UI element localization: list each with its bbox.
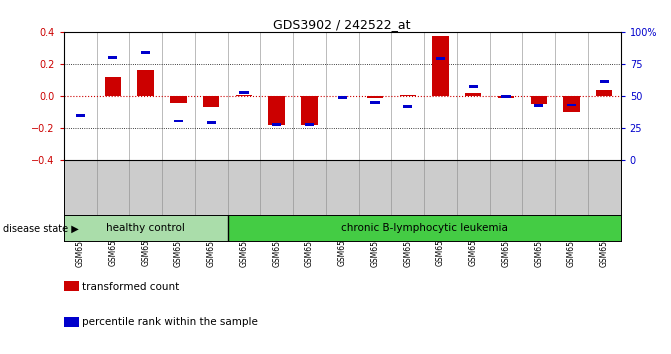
Bar — [138, 70, 154, 96]
Bar — [399, 95, 416, 96]
Bar — [105, 77, 121, 96]
Bar — [534, 104, 544, 107]
Bar — [203, 96, 219, 107]
Bar — [108, 56, 117, 59]
Bar — [596, 90, 613, 96]
Bar — [240, 91, 248, 95]
Bar — [64, 216, 227, 241]
Text: percentile rank within the sample: percentile rank within the sample — [82, 317, 258, 327]
Bar — [76, 114, 85, 117]
Bar — [174, 120, 183, 122]
Bar — [468, 85, 478, 88]
Bar — [305, 123, 314, 126]
Bar — [268, 96, 285, 125]
Bar — [432, 36, 449, 96]
Text: healthy control: healthy control — [106, 223, 185, 233]
Bar — [370, 101, 380, 104]
Bar — [367, 96, 383, 98]
Bar — [141, 51, 150, 54]
Bar — [567, 103, 576, 107]
Bar — [531, 96, 547, 104]
Bar — [301, 96, 317, 125]
Bar — [465, 93, 482, 96]
Bar — [236, 95, 252, 96]
Bar — [403, 105, 412, 108]
Bar — [501, 95, 511, 98]
Bar — [600, 80, 609, 83]
Text: transformed count: transformed count — [82, 282, 179, 292]
Bar — [498, 96, 514, 98]
Bar — [207, 121, 216, 124]
Bar — [564, 96, 580, 112]
Text: disease state ▶: disease state ▶ — [3, 223, 79, 233]
Bar — [170, 96, 187, 103]
Text: chronic B-lymphocytic leukemia: chronic B-lymphocytic leukemia — [341, 223, 507, 233]
Bar — [227, 216, 621, 241]
Bar — [338, 96, 347, 99]
Bar — [272, 123, 281, 126]
Title: GDS3902 / 242522_at: GDS3902 / 242522_at — [274, 18, 411, 31]
Bar — [436, 57, 445, 60]
